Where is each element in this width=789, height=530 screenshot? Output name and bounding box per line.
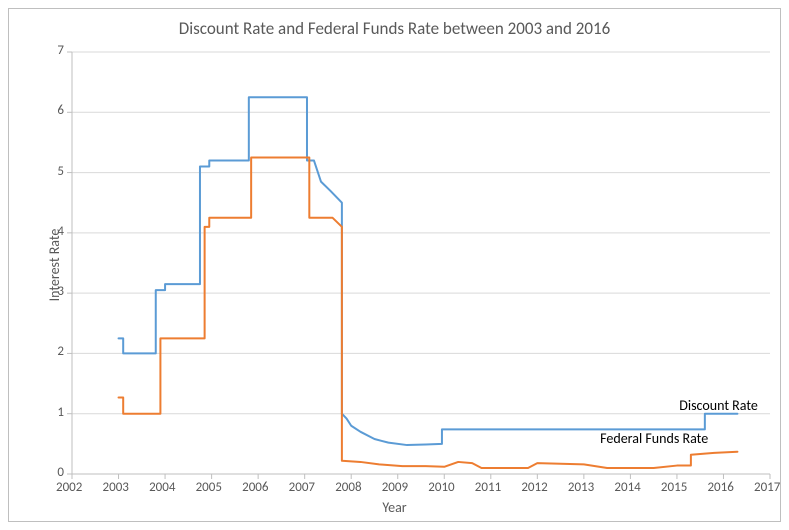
x-tick-label: 2015	[661, 480, 687, 495]
x-tick-label: 2008	[335, 480, 361, 495]
chart-container: Discount Rate and Federal Funds Rate bet…	[0, 0, 789, 530]
discount-rate-label: Discount Rate	[679, 397, 758, 414]
x-tick-label: 2009	[382, 480, 408, 495]
x-tick-label: 2017	[754, 480, 780, 495]
x-tick-label: 2006	[242, 480, 268, 495]
x-tick-label: 2012	[521, 480, 547, 495]
x-tick-label: 2004	[149, 480, 175, 495]
federal-funds-rate-line	[119, 158, 738, 468]
x-tick-label: 2010	[428, 480, 454, 495]
chart-svg	[0, 0, 789, 530]
y-tick-label: 7	[57, 43, 64, 58]
x-tick-label: 2003	[103, 480, 129, 495]
x-tick-label: 2007	[289, 480, 315, 495]
federal-funds-rate-label: Federal Funds Rate	[600, 430, 708, 447]
y-tick-label: 4	[57, 224, 64, 239]
y-tick-label: 0	[57, 465, 64, 480]
y-tick-label: 5	[57, 164, 64, 179]
discount-rate-line	[119, 97, 738, 445]
x-tick-label: 2002	[56, 480, 82, 495]
x-tick-label: 2016	[707, 480, 733, 495]
x-tick-label: 2011	[475, 480, 501, 495]
y-tick-label: 6	[57, 103, 64, 118]
y-tick-label: 2	[57, 344, 64, 359]
y-tick-label: 1	[57, 405, 64, 420]
y-tick-label: 3	[57, 284, 64, 299]
x-tick-label: 2014	[614, 480, 640, 495]
x-tick-label: 2013	[568, 480, 594, 495]
x-tick-label: 2005	[196, 480, 222, 495]
